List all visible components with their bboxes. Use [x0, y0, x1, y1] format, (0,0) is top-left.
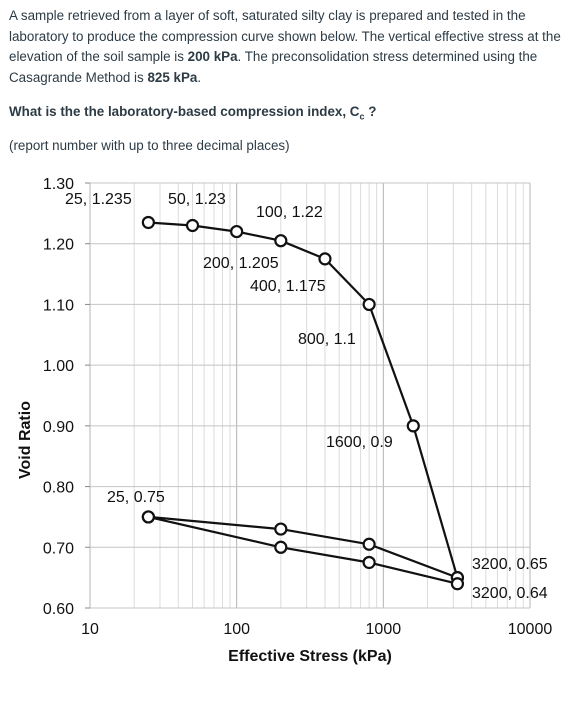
x-axis-label: Effective Stress (kPa) [228, 648, 392, 665]
data-point [274, 522, 288, 536]
compression-curve-chart: 0.600.700.800.901.001.101.201.30 10 100 10… [17, 176, 552, 665]
y-tick-label: 1.10 [43, 297, 74, 314]
question-text: A sample retrieved from a layer of soft,… [9, 8, 561, 85]
point-annotation: 25, 0.75 [107, 489, 165, 506]
question-block: A sample retrieved from a layer of soft,… [9, 6, 564, 156]
series-points [141, 215, 465, 591]
data-point [362, 537, 376, 551]
y-tick-label: 0.60 [43, 601, 74, 618]
point-annotation: 1600, 0.9 [326, 434, 393, 451]
y-tick-label: 1.30 [43, 176, 74, 193]
data-point [274, 540, 288, 554]
series-line [148, 515, 458, 585]
x-tick-label: 10 [81, 621, 99, 638]
preconsolidation-stress-value: 825 kPa [147, 69, 198, 85]
point-annotation: 50, 1.23 [168, 191, 226, 208]
y-tick-label: 0.80 [43, 480, 74, 497]
y-tick-label: 0.70 [43, 540, 74, 557]
answer-format-note: (report number with up to three decimal … [9, 138, 290, 154]
effective-stress-value: 200 kPa [187, 49, 238, 65]
y-axis-label: Void Ratio [17, 401, 34, 479]
point-annotation: 3200, 0.65 [472, 556, 548, 573]
x-tick-label: 10000 [508, 621, 553, 638]
data-point [362, 555, 376, 570]
point-annotation: 25, 1.235 [65, 191, 132, 208]
series-line [148, 515, 458, 579]
data-point [230, 224, 244, 239]
x-tick-labels: 10 100 1000 10000 [81, 621, 552, 638]
data-point [318, 252, 332, 266]
y-tick-label: 0.90 [43, 419, 74, 436]
y-tick-label: 1.00 [43, 358, 74, 375]
point-annotation: 200, 1.205 [203, 255, 279, 272]
grid-minor [133, 183, 524, 608]
y-tick-labels: 0.60 0.70 0.80 0.90 1.00 1.10 1.20 1.30 [43, 176, 74, 618]
data-point [406, 419, 420, 433]
series-line [148, 221, 459, 578]
y-tick-label: 1.20 [43, 237, 74, 254]
point-annotation: 100, 1.22 [256, 204, 323, 221]
data-point [141, 510, 155, 524]
x-tick-label: 100 [223, 621, 250, 638]
data-point [274, 234, 288, 248]
data-point [362, 297, 376, 312]
data-point [450, 577, 465, 591]
question-prompt: What is the the laboratory-based compres… [9, 104, 377, 123]
grid-major [89, 182, 531, 609]
point-annotations: 25, 1.235 50, 1.23 100, 1.22 200, 1.205 400,… [65, 191, 548, 602]
point-annotation: 800, 1.1 [298, 331, 356, 348]
point-annotation: 3200, 0.64 [472, 585, 548, 602]
data-point [185, 218, 200, 233]
x-tick-label: 1000 [366, 621, 402, 638]
point-annotation: 400, 1.175 [250, 278, 326, 295]
series-lines [148, 221, 459, 585]
data-point [141, 215, 155, 230]
plot-frame [85, 182, 90, 609]
